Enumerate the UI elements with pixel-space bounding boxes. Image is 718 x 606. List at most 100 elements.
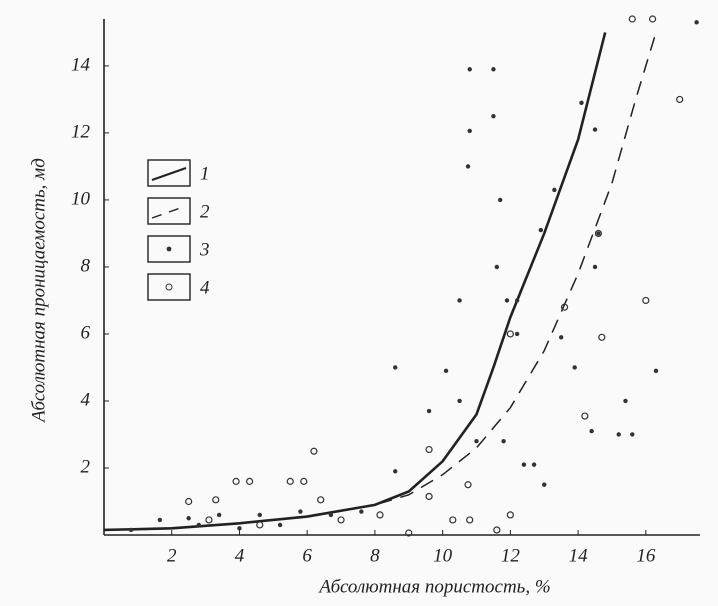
point — [514, 298, 520, 303]
point — [538, 227, 544, 233]
point — [653, 368, 659, 374]
point — [232, 477, 240, 485]
point — [310, 447, 318, 455]
point — [467, 128, 472, 134]
point — [405, 529, 413, 537]
y-tick-label: 10 — [71, 188, 91, 209]
point — [185, 497, 193, 506]
point — [186, 516, 191, 521]
curve — [103, 32, 607, 532]
point — [457, 298, 462, 303]
legend-sample — [151, 166, 187, 182]
x-tick-label: 6 — [302, 545, 312, 566]
legend-box — [147, 235, 191, 263]
point — [531, 462, 537, 467]
legend-sample — [165, 283, 173, 291]
x-tick-label: 14 — [569, 545, 589, 566]
point — [592, 127, 598, 132]
point — [506, 330, 514, 338]
point — [466, 516, 474, 524]
point — [298, 509, 303, 514]
point — [465, 164, 471, 169]
point — [594, 229, 603, 238]
point — [317, 496, 325, 504]
y-tick-label: 12 — [71, 121, 91, 142]
point — [560, 303, 569, 311]
point — [216, 512, 222, 518]
point — [521, 462, 527, 467]
point — [648, 15, 657, 23]
point — [457, 398, 462, 404]
point — [596, 231, 601, 236]
x-axis-label: Абсолютная пористость, % — [317, 576, 550, 597]
point — [467, 67, 472, 72]
legend-label: 4 — [200, 277, 210, 298]
x-tick-label: 2 — [167, 545, 177, 566]
point — [256, 521, 264, 529]
legend-box — [147, 197, 191, 225]
point — [630, 432, 635, 437]
y-tick-label: 6 — [81, 322, 91, 343]
point — [157, 517, 163, 523]
point — [196, 522, 202, 528]
legend-sample — [166, 246, 172, 252]
point — [506, 511, 514, 519]
point — [464, 481, 472, 489]
point — [552, 187, 557, 193]
point — [425, 445, 433, 454]
point — [205, 516, 213, 524]
point — [426, 408, 432, 414]
point — [246, 477, 254, 485]
point — [286, 477, 294, 485]
y-tick-label: 8 — [81, 255, 91, 276]
point — [237, 526, 242, 531]
legend-box — [147, 159, 191, 187]
point — [491, 113, 496, 119]
legend-sample — [151, 205, 187, 219]
x-tick-label: 10 — [433, 545, 453, 566]
point — [572, 365, 577, 370]
point — [393, 365, 398, 370]
point — [212, 496, 220, 504]
point — [449, 516, 457, 524]
point — [443, 368, 449, 374]
point — [598, 333, 606, 341]
x-tick-label: 8 — [370, 545, 380, 566]
point — [376, 511, 384, 519]
x-tick-label: 4 — [235, 545, 245, 566]
legend-label: 1 — [200, 163, 210, 184]
point — [128, 527, 134, 533]
point — [579, 100, 584, 105]
point — [277, 522, 283, 528]
x-tick-label: 12 — [501, 545, 521, 566]
x-tick-label: 16 — [636, 545, 656, 566]
point — [359, 509, 364, 514]
point — [642, 296, 650, 305]
y-axis-label: Абсолютная проницаемость, мд — [28, 158, 49, 424]
point — [501, 438, 506, 444]
point — [474, 438, 479, 444]
point — [425, 492, 433, 501]
y-tick-label: 2 — [81, 456, 91, 477]
point — [589, 428, 594, 434]
point — [491, 67, 496, 72]
point — [504, 298, 510, 303]
point — [592, 264, 598, 270]
point — [493, 526, 501, 534]
point — [694, 20, 699, 25]
curve — [103, 32, 657, 531]
point — [676, 95, 684, 104]
point — [498, 197, 503, 203]
point — [393, 469, 398, 474]
point — [542, 482, 547, 487]
point — [628, 15, 636, 23]
legend-box — [147, 273, 191, 301]
point — [300, 477, 308, 485]
point — [514, 331, 520, 337]
y-tick-label: 4 — [81, 389, 91, 410]
legend-label: 3 — [199, 239, 210, 260]
y-tick-label: 14 — [71, 54, 91, 75]
point — [328, 512, 334, 518]
point — [616, 432, 621, 437]
